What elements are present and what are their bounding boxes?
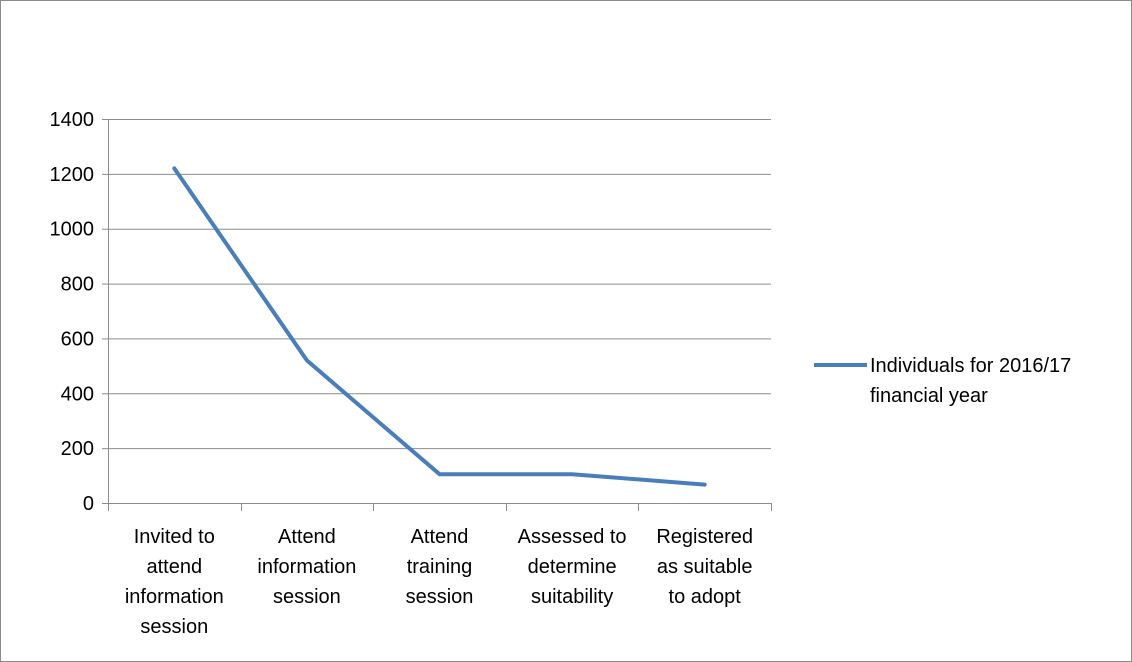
- legend-label: Individuals for 2016/17 financial year: [870, 355, 1071, 407]
- x-category-label: Attend information session: [257, 526, 356, 608]
- gridlines: [108, 119, 771, 450]
- y-tick-labels: 0 200 400 600 800 1000 1200 1400: [50, 109, 95, 515]
- x-category-label: Registered as suitable to adopt: [656, 526, 753, 608]
- y-tick-label: 0: [83, 493, 94, 515]
- x-category-labels: Invited to attend information session Attend…: [125, 526, 753, 638]
- x-category-label: Attend training session: [406, 526, 474, 608]
- x-category-label: Assessed to determine suitability: [518, 526, 627, 608]
- y-tick-label: 1400: [50, 109, 95, 131]
- y-tick-label: 200: [61, 438, 94, 460]
- y-tick-label: 400: [61, 383, 94, 405]
- y-tick-label: 600: [61, 328, 94, 350]
- y-tick-label: 1000: [50, 219, 95, 241]
- axes: [102, 119, 772, 511]
- y-tick-label: 800: [61, 274, 94, 296]
- y-tick-label: 1200: [50, 164, 95, 186]
- x-category-label: Invited to attend information session: [125, 526, 224, 638]
- legend: Individuals for 2016/17 financial year: [814, 355, 1071, 407]
- series-lines: [172, 166, 707, 487]
- series-line: [172, 166, 707, 487]
